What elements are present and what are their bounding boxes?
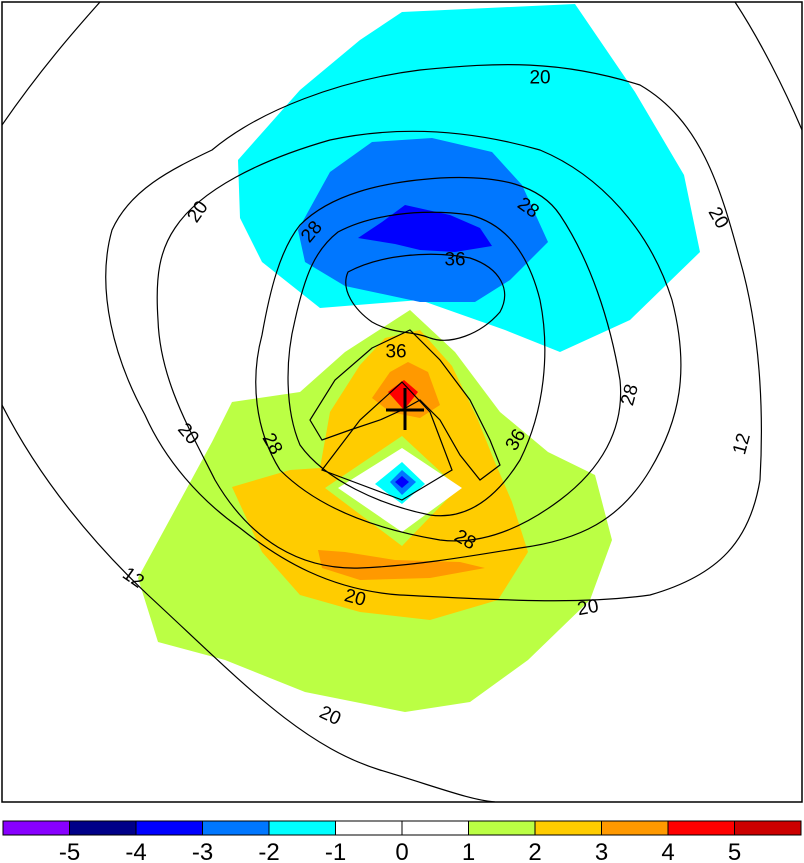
fill-region-blue-center (395, 476, 409, 488)
colorbar-swatch (401, 820, 469, 836)
contour-label: 20 (316, 702, 344, 730)
colorbar-swatch (534, 820, 602, 836)
colorbar-swatch (69, 820, 137, 836)
colorbar-swatch (335, 820, 403, 836)
contour-28-inner (287, 211, 546, 517)
shaded-field (138, 4, 700, 712)
contour-center-diamond (321, 381, 453, 501)
colorbar-tick-label: 2 (528, 839, 541, 863)
contour-36-upper (345, 253, 506, 341)
contour-label: 20 (183, 197, 212, 226)
colorbar-swatch (135, 820, 203, 836)
colorbar-swatch (2, 820, 70, 836)
colorbar-tick-label: 5 (728, 839, 741, 863)
contour-lines (2, 2, 802, 802)
colorbar-tick-label: -5 (59, 839, 80, 863)
colorbar-tick-label: -3 (192, 839, 213, 863)
colorbar-swatch (468, 820, 536, 836)
colorbar-tick-label: 0 (395, 839, 408, 863)
fill-region-blue (358, 205, 492, 252)
colorbar-tick-label: 4 (661, 839, 674, 863)
colorbar-swatch (202, 820, 270, 836)
colorbar-swatch (734, 820, 802, 836)
colorbar-swatch (601, 820, 669, 836)
colorbar-tick-label: -2 (258, 839, 279, 863)
contour-36-lower (309, 329, 501, 481)
plot-frame (1, 1, 803, 803)
contour-20-outer (105, 64, 762, 602)
contour-28-outer (255, 176, 622, 542)
contour-12-lower (2, 404, 496, 802)
colorbar-tick-label: -1 (325, 839, 346, 863)
colorbar-tick-label: 1 (462, 839, 475, 863)
colorbar: -5 -4 -3 -2 -1 0 1 2 3 4 5 (2, 820, 802, 863)
contour-label: 36 (444, 250, 465, 271)
center-marker (386, 388, 424, 430)
contour-label: 20 (173, 419, 203, 449)
contour-20-inner (156, 130, 682, 569)
contour-12-upper (2, 2, 802, 131)
colorbar-swatch (667, 820, 735, 836)
colorbar-tick-label: -4 (125, 839, 146, 863)
colorbar-tick-label: 3 (595, 839, 608, 863)
contour-label: 36 (385, 342, 406, 363)
contour-label: 20 (529, 68, 550, 89)
colorbar-swatch (268, 820, 336, 836)
contour-label: 20 (576, 596, 600, 620)
contour-label: 20 (704, 204, 733, 233)
